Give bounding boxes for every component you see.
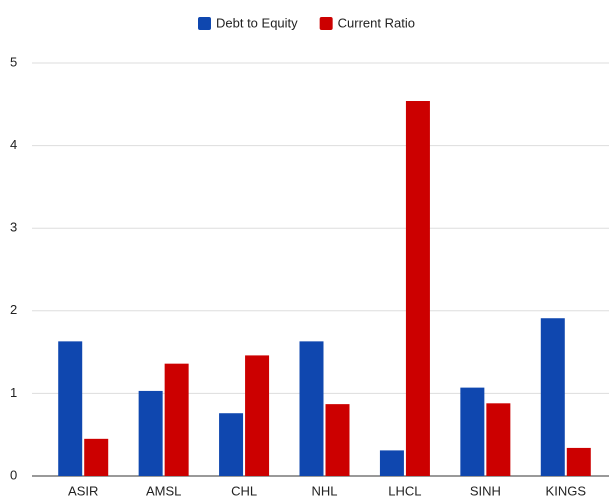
bar <box>486 403 511 476</box>
bar <box>540 318 565 476</box>
bar <box>379 450 404 476</box>
y-tick-label: 1 <box>10 385 17 400</box>
bar <box>58 341 83 476</box>
bar <box>164 363 189 476</box>
bar <box>405 100 430 476</box>
y-tick-label: 5 <box>10 54 17 69</box>
bar <box>299 341 324 476</box>
bar <box>245 355 270 476</box>
bar <box>84 438 109 476</box>
bar <box>138 390 163 476</box>
y-tick-label: 3 <box>10 220 17 235</box>
legend-label: Debt to Equity <box>216 15 298 30</box>
bar <box>566 447 591 476</box>
x-tick-label: KINGS <box>546 483 587 498</box>
x-tick-label: SINH <box>470 483 501 498</box>
legend-swatch <box>198 17 211 30</box>
x-tick-label: ASIR <box>68 483 98 498</box>
y-tick-label: 0 <box>10 467 17 482</box>
x-tick-label: AMSL <box>146 483 181 498</box>
x-tick-label: CHL <box>231 483 257 498</box>
bar <box>460 387 485 476</box>
y-tick-label: 2 <box>10 302 17 317</box>
legend-label: Current Ratio <box>338 15 415 30</box>
bar <box>325 404 350 476</box>
bar <box>219 413 244 476</box>
y-tick-label: 4 <box>10 137 17 152</box>
x-tick-label: LHCL <box>388 483 421 498</box>
legend-swatch <box>319 17 333 30</box>
x-tick-label: NHL <box>311 483 337 498</box>
